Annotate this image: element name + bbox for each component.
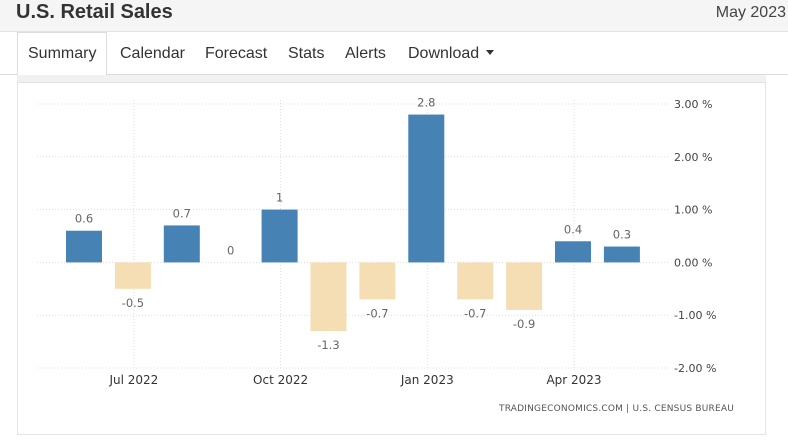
x-tick-label: Jul 2022: [108, 373, 158, 387]
bar: [359, 262, 396, 300]
tab-download-label: Download: [408, 45, 480, 62]
bar: [114, 262, 151, 289]
data-label: 0.4: [564, 222, 582, 236]
chart-toolbar-strip: [17, 75, 766, 83]
tab-forecast[interactable]: Forecast: [205, 45, 268, 62]
caret-down-icon: [486, 50, 495, 56]
bar: [66, 230, 102, 263]
y-tick-label: 1.00 %: [674, 204, 712, 217]
data-label: 0.3: [613, 228, 631, 242]
chart-source: TRADINGECONOMICS.COM | U.S. CENSUS BUREA…: [499, 404, 734, 414]
y-tick-label: -1.00 %: [674, 309, 716, 322]
data-label: 0.6: [75, 212, 93, 226]
bar: [163, 225, 200, 263]
chart-panel: [17, 75, 766, 435]
x-tick-label: Oct 2022: [253, 373, 308, 387]
data-label: 1: [276, 191, 283, 205]
tab-bar: Summary Calendar Forecast Stats Alerts D…: [0, 32, 788, 76]
data-label: -0.7: [366, 306, 388, 320]
y-tick-label: 0.00 %: [674, 256, 712, 269]
data-label: -1.3: [317, 338, 339, 352]
x-tick-label: Jan 2023: [400, 373, 454, 387]
tab-stats[interactable]: Stats: [288, 45, 325, 62]
tab-calendar[interactable]: Calendar: [120, 45, 185, 62]
bar: [408, 114, 445, 263]
data-label: -0.5: [122, 296, 144, 310]
data-label: 0: [227, 243, 234, 257]
data-label: 2.8: [417, 96, 435, 110]
x-tick-label: Apr 2023: [546, 373, 601, 387]
bar: [457, 262, 494, 300]
y-tick-label: 3.00 %: [674, 98, 712, 111]
page-header: U.S. Retail Sales May 2023: [0, 0, 788, 32]
y-tick-label: 2.00 %: [674, 151, 712, 164]
data-label: -0.9: [513, 317, 535, 331]
page-title: U.S. Retail Sales: [16, 1, 173, 23]
y-tick-label: -2.00 %: [674, 362, 716, 375]
bar: [603, 246, 640, 263]
period-label: May 2023: [715, 4, 786, 21]
bar: [506, 262, 543, 310]
tab-download[interactable]: Download: [408, 32, 495, 75]
bar: [555, 241, 591, 263]
tab-alerts[interactable]: Alerts: [345, 45, 386, 62]
data-label: 0.7: [173, 206, 191, 220]
bar: [261, 209, 298, 263]
tab-summary[interactable]: Summary: [17, 32, 108, 76]
bar: [310, 262, 347, 332]
data-label: -0.7: [464, 306, 486, 320]
